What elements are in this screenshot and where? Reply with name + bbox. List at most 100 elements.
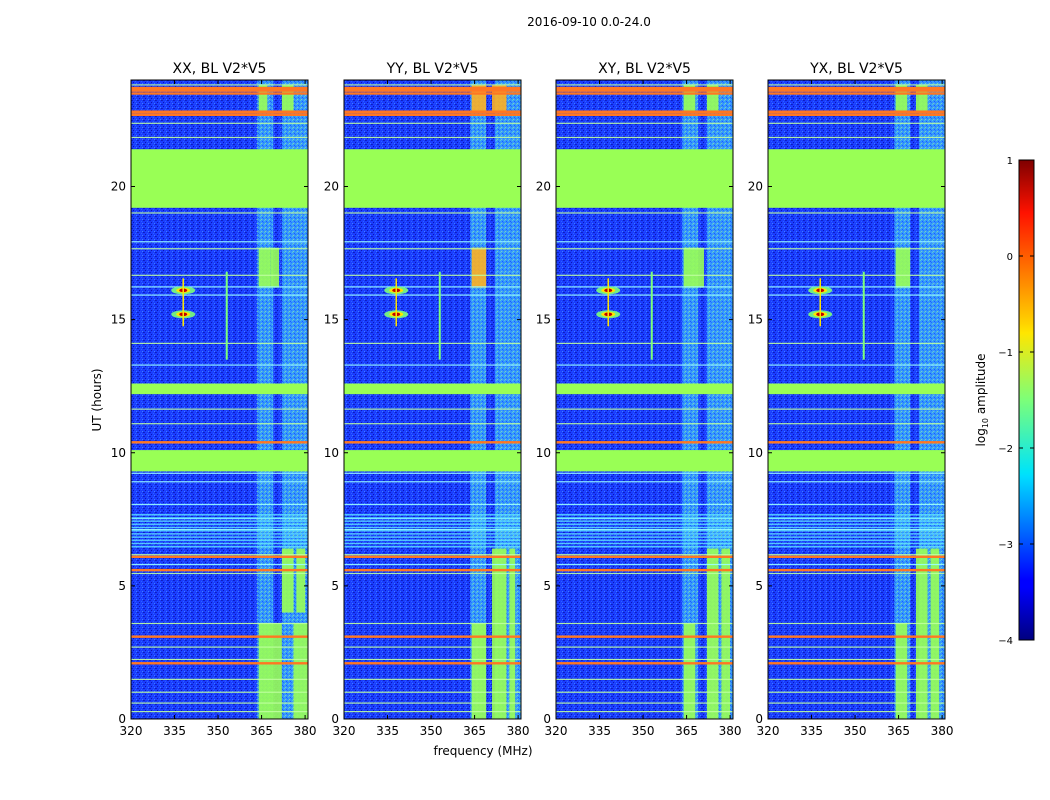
rfi-band	[257, 80, 274, 719]
flag-line	[556, 84, 733, 86]
interference-line	[556, 635, 733, 638]
flag-line	[131, 711, 308, 713]
flag-line	[768, 529, 945, 532]
flag-line	[768, 622, 945, 625]
panel-frame	[555, 79, 734, 720]
flag-line	[556, 533, 733, 535]
flag-line	[556, 526, 733, 529]
rfi-band	[509, 80, 521, 719]
colorbar-tick-label: −1	[998, 348, 1013, 359]
interference-line	[131, 113, 308, 117]
rfi-block	[706, 85, 719, 112]
x-tick-label: 320	[757, 724, 780, 738]
rfi-block	[491, 85, 507, 112]
flag-line	[768, 274, 945, 276]
flag-line	[768, 294, 945, 296]
interference-line	[556, 92, 733, 95]
colorbar-tick-label: −2	[998, 444, 1013, 455]
flag-line	[344, 528, 521, 531]
flag-line	[768, 523, 945, 526]
flag-line	[556, 646, 733, 648]
panel-image	[344, 80, 521, 719]
flag-line	[344, 702, 521, 704]
interference-line	[556, 86, 733, 92]
flag-line	[344, 545, 521, 548]
flag-line	[556, 622, 733, 625]
flag-line	[556, 711, 733, 713]
rfi-block	[258, 247, 271, 288]
flag-line	[768, 533, 945, 535]
interference-line	[344, 555, 521, 558]
flag-line	[131, 472, 308, 474]
flag-line	[344, 364, 521, 366]
y-tick-label: 15	[324, 313, 339, 327]
flag-line	[556, 513, 733, 516]
panel-frame	[767, 79, 946, 720]
flag-line	[556, 572, 733, 575]
rfi-block	[895, 85, 908, 112]
flag-line	[556, 423, 733, 425]
flag-line	[344, 542, 521, 545]
flag-line	[556, 539, 733, 542]
rfi-band	[894, 80, 911, 719]
flag-line	[344, 563, 521, 566]
rfi-band	[296, 80, 308, 719]
flag-line	[131, 294, 308, 296]
x-tick-label: 365	[675, 724, 698, 738]
colorbar-gradient	[1018, 159, 1035, 641]
flag-line	[556, 658, 733, 661]
flag-line	[131, 136, 308, 139]
panel-xx: XX, BL V2*V5 320 335 350 365 380 0 5 10 15 20	[111, 61, 317, 738]
flag-line	[131, 503, 308, 506]
flagged-block	[344, 383, 521, 395]
flag-line	[344, 658, 521, 661]
flag-line	[768, 711, 945, 713]
rfi-band	[470, 80, 487, 719]
x-tick-label: 365	[250, 724, 273, 738]
flag-line	[768, 408, 945, 410]
flag-line	[344, 513, 521, 516]
flag-line	[768, 563, 945, 566]
y-tick-label: 15	[748, 313, 763, 327]
colorbar-tick-label: −3	[998, 540, 1013, 551]
flag-line	[131, 554, 308, 556]
interference-line	[344, 635, 521, 638]
flag-line	[768, 136, 945, 139]
flag-line	[556, 691, 733, 693]
x-tick-label: 350	[632, 724, 655, 738]
colorbar-label-prefix: log	[974, 428, 988, 446]
y-tick-label: 15	[111, 313, 126, 327]
interference-line	[131, 441, 308, 444]
rfi-block	[471, 247, 487, 288]
flag-line	[768, 241, 945, 243]
flag-line	[556, 545, 733, 548]
interference-line	[768, 568, 945, 572]
x-tick-label: 335	[376, 724, 399, 738]
flagged-block	[344, 450, 521, 472]
colorbar: 10−1−2−3−4 log10 amplitude	[974, 156, 1035, 647]
interference-line	[131, 555, 308, 558]
flag-line	[768, 84, 945, 86]
rfi-block	[270, 247, 279, 288]
y-tick-label: 0	[118, 712, 126, 726]
flag-line	[131, 563, 308, 566]
x-tick-label: 350	[844, 724, 867, 738]
y-tick-label: 10	[748, 446, 763, 460]
rfi-block	[296, 548, 306, 613]
flag-line	[131, 212, 308, 214]
rfi-block	[895, 623, 908, 719]
rfi-block	[915, 548, 928, 719]
colorbar-ticks: 1 0 −1 −2 −3 −4	[998, 156, 1034, 647]
flagged-block	[556, 450, 733, 472]
flag-line	[768, 212, 945, 214]
colorbar-tick-label: 1	[1007, 156, 1013, 167]
x-tick-label: 365	[887, 724, 910, 738]
flag-line	[131, 523, 308, 526]
x-axis-label: frequency (MHz)	[433, 744, 532, 758]
flag-line	[556, 536, 733, 538]
y-tick-label: 10	[536, 446, 551, 460]
panel-image	[131, 80, 308, 719]
flag-line	[556, 529, 733, 532]
flag-line	[556, 408, 733, 410]
flag-line	[556, 136, 733, 139]
